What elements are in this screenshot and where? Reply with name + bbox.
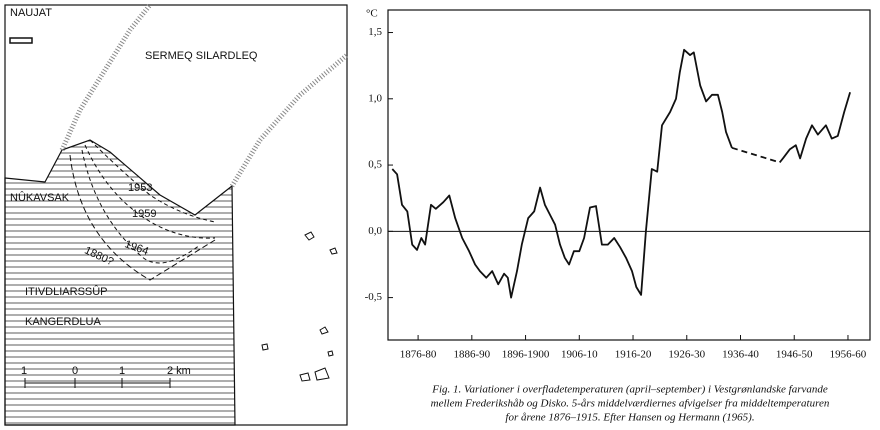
x-tick-label: 1926-30: [668, 349, 705, 361]
y-tick-label: 0,5: [368, 159, 382, 171]
x-tick-label: 1916-20: [615, 349, 652, 361]
y-tick-label: 0,0: [368, 225, 382, 237]
islands: [261, 231, 338, 382]
x-tick-label: 1946-50: [776, 349, 813, 361]
fjord-water: [4, 139, 236, 426]
front-year: 1953: [128, 182, 152, 194]
data-line: [778, 91, 851, 163]
caption-line: mellem Frederikshåb og Disko. 5-års midd…: [431, 398, 830, 410]
map: NAUJAT SERMEQ SILARDLEQ NÛKAVSAK ITIVDLI…: [4, 3, 349, 426]
place-name: NÛKAVSAK: [10, 191, 70, 204]
scale-label: 0: [72, 365, 78, 377]
caption-line: Fig. 1. Variationer i overfladetemperatu…: [431, 384, 828, 396]
scale-ticks: [24, 378, 171, 388]
front-year: 1959: [132, 208, 156, 220]
ice-front: [69, 154, 216, 281]
island: [9, 37, 33, 44]
place-name: SERMEQ SILARDLEQ: [145, 50, 258, 62]
scale-label: 2 km: [167, 365, 191, 377]
ice-front: [89, 139, 216, 223]
plot-frame: [387, 9, 871, 341]
y-tick-label: -0,5: [365, 291, 383, 303]
chart: °C Fig. 1. Variationer i overfladetemper…: [365, 8, 871, 424]
place-name: NAUJAT: [10, 7, 52, 19]
x-tick-label: 1956-60: [830, 349, 867, 361]
place-name: ITIVDLIARSSÛP: [25, 285, 108, 298]
x-tick-label: 1886-90: [453, 349, 490, 361]
y-axis-label: °C: [366, 8, 378, 20]
x-tick-label: 1936-40: [722, 349, 759, 361]
y-tick-label: 1,0: [368, 92, 382, 104]
scale-label: 1: [119, 365, 125, 377]
x-tick-label: 1896-1900: [502, 349, 550, 361]
x-tick-label: 1876-80: [400, 349, 437, 361]
caption-line: for årene 1876–1915. Efter Hansen og Her…: [505, 412, 754, 424]
y-tick-label: 1,5: [368, 26, 382, 38]
x-tick-label: 1906-10: [561, 349, 598, 361]
data-line: [731, 146, 780, 164]
ice-margin: [229, 53, 349, 188]
data-line: [391, 48, 733, 299]
scale-label: 1: [21, 365, 27, 377]
ice-front: [84, 144, 216, 239]
place-name: KANGERDLUA: [25, 316, 101, 328]
